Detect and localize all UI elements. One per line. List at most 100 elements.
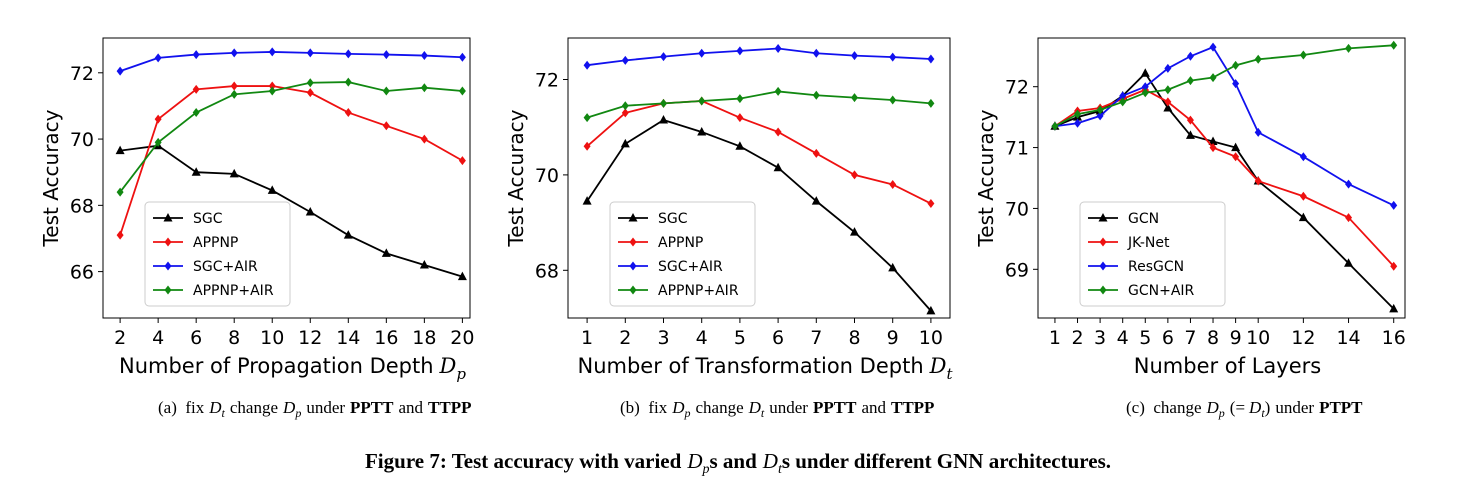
marker — [1232, 79, 1240, 89]
marker — [812, 148, 820, 158]
legend-label: APPNP+AIR — [658, 283, 739, 299]
x-tick-label: 1 — [581, 327, 593, 349]
marker — [1096, 105, 1104, 115]
caption-text: and — [861, 398, 886, 417]
marker — [851, 170, 858, 180]
marker — [812, 90, 820, 100]
marker — [458, 86, 466, 96]
marker — [889, 95, 897, 105]
caption-math: p — [701, 462, 709, 477]
x-tick-label: 9 — [887, 327, 899, 349]
marker — [164, 237, 172, 247]
marker — [154, 114, 162, 124]
caption-math: t — [1261, 406, 1265, 420]
caption-text: change — [230, 398, 278, 417]
marker — [621, 101, 629, 111]
legend-label: SGC+AIR — [193, 259, 258, 275]
x-axis-label: Number of Layers — [1134, 354, 1321, 378]
legend-label: GCN — [1128, 211, 1159, 227]
marker — [1345, 213, 1353, 223]
caption-math: D — [762, 449, 778, 473]
marker — [164, 261, 172, 271]
marker — [736, 94, 744, 104]
marker — [629, 261, 637, 271]
marker — [583, 60, 591, 70]
caption-b: (b) fix Dp change Dt under PPTT and TTPP — [620, 398, 934, 420]
marker — [660, 98, 667, 108]
marker — [382, 121, 390, 131]
marker — [1232, 152, 1240, 162]
marker — [629, 237, 637, 247]
marker — [1119, 91, 1127, 101]
y-tick-label: 72 — [535, 69, 559, 91]
marker — [268, 47, 276, 57]
marker — [1390, 261, 1398, 271]
x-tick-label: 16 — [374, 327, 398, 349]
caption-text: (b) fix — [620, 398, 668, 417]
marker — [306, 88, 314, 98]
x-tick-label: 6 — [1162, 327, 1174, 349]
caption-math: D — [1206, 398, 1220, 417]
marker — [811, 196, 821, 205]
marker — [382, 50, 390, 60]
legend-box — [609, 201, 756, 307]
x-tick-label: 20 — [450, 327, 474, 349]
series-line — [586, 100, 932, 205]
caption-a: (a) fix Dt change Dp under PPTT and TTPP — [158, 398, 471, 420]
x-axis-label-math: D — [929, 354, 947, 378]
marker — [1140, 68, 1150, 77]
marker — [1096, 111, 1104, 121]
marker — [851, 93, 858, 103]
caption-math: D — [282, 398, 296, 417]
series-line — [586, 90, 931, 119]
marker — [1390, 200, 1398, 210]
x-axis-label-math: D — [439, 354, 457, 378]
x-tick-label: 5 — [734, 327, 746, 349]
y-axis-label: Test Accuracy — [39, 109, 63, 247]
marker — [1209, 143, 1217, 153]
marker — [230, 89, 238, 99]
plot-frame — [567, 37, 951, 319]
caption-text: TTPP — [428, 398, 471, 417]
marker — [927, 98, 935, 108]
x-tick-label: 3 — [1094, 327, 1106, 349]
caption-math: D — [671, 398, 685, 417]
marker — [344, 77, 352, 87]
x-tick-label: 4 — [152, 327, 164, 349]
y-tick-label: 71 — [1005, 138, 1029, 160]
marker — [1185, 130, 1195, 139]
caption-text: Figure 7: Test accuracy with varied — [365, 449, 682, 473]
x-tick-label: 12 — [298, 327, 322, 349]
caption-text: (a) fix — [158, 398, 205, 417]
marker — [583, 113, 591, 123]
x-axis-label-text: Number of Propagation Depth — [119, 354, 434, 378]
chart: 68 70 72 1 2 3 4 5 6 7 8 9 10 Test Accuracy Number of … — [504, 37, 953, 383]
caption-math: p — [294, 406, 301, 420]
marker — [1345, 43, 1353, 53]
x-tick-label: 10 — [919, 327, 943, 349]
marker — [382, 86, 390, 96]
y-tick-label: 68 — [535, 260, 559, 282]
marker — [888, 262, 898, 272]
x-tick-label: 9 — [1230, 327, 1242, 349]
marker — [230, 48, 238, 58]
marker — [1164, 63, 1172, 73]
x-tick-label: 8 — [228, 327, 240, 349]
caption-math: D — [748, 398, 762, 417]
marker — [621, 108, 629, 118]
y-tick-label: 68 — [70, 195, 94, 217]
marker — [1254, 54, 1262, 64]
caption-math: D — [208, 398, 222, 417]
x-tick-label: 6 — [772, 327, 784, 349]
marker — [154, 137, 162, 147]
marker — [268, 81, 276, 91]
marker — [850, 227, 859, 236]
marker — [620, 138, 630, 148]
x-axis-label-text: Number of Transformation Depth — [577, 354, 923, 378]
caption-text: (c) change — [1126, 398, 1202, 417]
marker — [812, 48, 820, 58]
series-line — [586, 119, 932, 312]
marker — [229, 168, 239, 178]
marker — [267, 185, 277, 194]
